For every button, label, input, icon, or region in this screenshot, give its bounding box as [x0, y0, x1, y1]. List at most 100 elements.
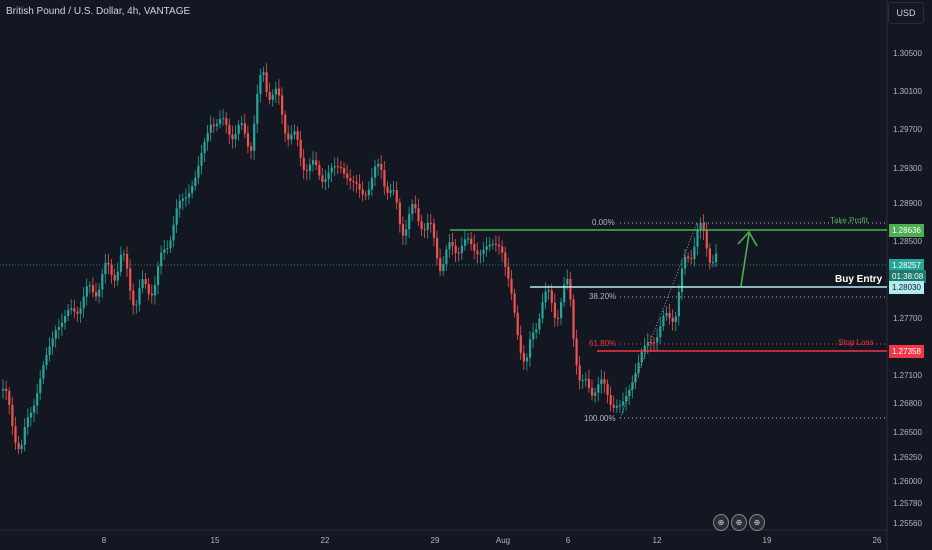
candle-body: [457, 252, 460, 254]
candle-body: [126, 253, 129, 269]
candle-body: [401, 224, 405, 236]
candle-body: [448, 242, 451, 250]
candle-body: [482, 249, 485, 254]
candle-body: [88, 285, 91, 287]
candle-body: [674, 316, 677, 322]
candle-body: [256, 93, 259, 124]
y-tick-label: 1.29300: [893, 164, 922, 173]
candle-body: [587, 378, 591, 388]
candle-body: [501, 246, 504, 253]
candle-body: [454, 245, 457, 253]
candle-body: [321, 175, 324, 182]
candle-body: [308, 164, 312, 172]
candle-body: [544, 291, 547, 303]
currency-button[interactable]: USD: [888, 2, 924, 24]
candle-body: [653, 342, 656, 344]
candle-body: [144, 279, 147, 284]
flag-icon[interactable]: ⊕: [749, 514, 765, 531]
candle-body: [575, 338, 578, 366]
candle-body: [246, 133, 250, 147]
candle-body: [222, 118, 225, 120]
candle-body: [116, 271, 119, 281]
candle-body: [649, 342, 653, 344]
candle-body: [339, 167, 343, 169]
candle-body: [705, 230, 708, 249]
x-tick-label: 12: [652, 536, 662, 545]
candle-body: [432, 223, 436, 238]
candle-body: [392, 190, 395, 192]
candle-body: [538, 318, 541, 330]
candle-body: [618, 405, 622, 407]
candle-body: [234, 133, 237, 140]
candle-body: [110, 264, 113, 276]
candle-body: [578, 365, 581, 381]
candle-body: [584, 378, 587, 381]
candle-body: [20, 444, 23, 450]
candle-body: [64, 315, 67, 323]
candle-body: [572, 299, 575, 339]
candle-body: [169, 240, 172, 249]
candle-body: [715, 253, 718, 263]
candle-body: [70, 308, 73, 310]
candle-body: [597, 384, 600, 393]
candle-body: [460, 245, 463, 254]
candle-body: [377, 163, 380, 167]
candle-body: [2, 388, 5, 391]
y-tick-label: 1.30500: [893, 49, 922, 58]
candle-body: [147, 283, 150, 294]
candle-body: [296, 131, 299, 140]
buy-entry-price-tag: 1.28030: [889, 281, 924, 294]
candle-body: [54, 330, 57, 339]
candle-body: [284, 114, 287, 134]
candle-body: [172, 224, 175, 241]
candle-body: [259, 74, 262, 94]
candle-body: [101, 274, 104, 290]
candle-body: [277, 88, 281, 96]
candle-body: [243, 123, 246, 134]
candle-body: [662, 315, 665, 327]
candle-body: [547, 290, 550, 292]
candle-body: [215, 123, 219, 127]
candle-body: [287, 133, 290, 140]
candle-body: [550, 290, 553, 303]
y-tick-label: 1.25780: [893, 499, 922, 508]
candle-body: [237, 124, 240, 134]
arrow-head: [737, 230, 758, 247]
candle-body: [178, 200, 181, 209]
symbol-title: British Pound / U.S. Dollar, 4h, VANTAGE: [6, 6, 191, 17]
candle-body: [420, 221, 423, 229]
candle-body: [488, 244, 491, 247]
stop-loss-label: Stop Loss: [838, 338, 874, 347]
candle-body: [175, 208, 178, 225]
candle-body: [541, 302, 544, 319]
candle-body: [141, 279, 144, 288]
candle-body: [355, 182, 358, 184]
candle-body: [48, 346, 51, 355]
candle-body: [262, 72, 265, 75]
candle-body: [82, 296, 85, 309]
x-tick-label: 29: [430, 536, 440, 545]
flag-icon[interactable]: ⊕: [731, 514, 747, 531]
candle-body: [352, 180, 355, 183]
candle-body: [153, 284, 157, 296]
x-tick-label: 15: [210, 536, 220, 545]
candle-body: [411, 203, 414, 215]
candle-body: [525, 357, 529, 362]
take-profit-price-tag: 1.28636: [889, 224, 924, 237]
candle-body: [426, 222, 429, 230]
candle-body: [67, 309, 70, 316]
candle-body: [507, 266, 510, 279]
candle-body: [485, 246, 488, 250]
candle-body: [268, 91, 271, 100]
y-tick-label: 1.26250: [893, 453, 922, 462]
candle-body: [690, 258, 693, 260]
candle-body: [23, 427, 26, 445]
candle-body: [95, 292, 98, 297]
y-tick-label: 1.26500: [893, 428, 922, 437]
candle-body: [606, 383, 609, 395]
x-tick-label: 8: [101, 536, 107, 545]
candle-body: [163, 249, 166, 253]
flag-icon[interactable]: ⊕: [713, 514, 729, 531]
